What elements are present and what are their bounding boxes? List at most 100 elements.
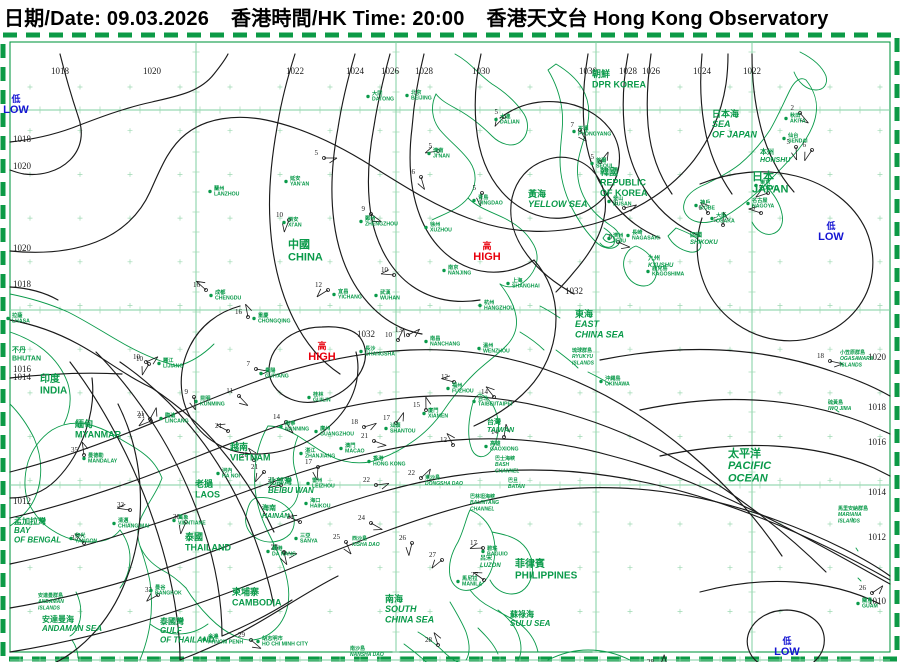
- grid-cross: [527, 434, 533, 440]
- grid-cross: [477, 390, 483, 396]
- grid-cross: [377, 259, 383, 265]
- city-name-en: ZHENGZHOU: [365, 222, 398, 228]
- city-name-cn: 台北: [478, 394, 489, 402]
- wind-barb: [145, 356, 159, 363]
- pressure-centre-symbol-cn[interactable]: 低: [781, 635, 791, 647]
- grid-cross: [827, 346, 833, 352]
- sea-name-cn: 南海: [385, 593, 403, 605]
- city-marker: [710, 216, 714, 221]
- isobar-label: 1014: [868, 487, 887, 497]
- pressure-centre-labels[interactable]: 高HIGH高HIGH低LOW低LOW低LOW低LOW低LOW: [3, 93, 844, 662]
- wind-barb-feather: [372, 220, 382, 223]
- wind-barb: [363, 422, 377, 428]
- grid-cross: [577, 434, 583, 440]
- wind-barb: [469, 547, 484, 549]
- observation-value: 14: [491, 428, 499, 436]
- sea-name-cn: 呂宋: [480, 554, 492, 562]
- grid-cross: [627, 84, 633, 90]
- pressure-centre-symbol-en[interactable]: HIGH: [473, 251, 501, 263]
- wind-barb-feather: [248, 447, 257, 454]
- wind-barb-feather: [799, 119, 809, 124]
- grid-cross: [377, 215, 383, 221]
- sea-name-cn: 蘇祿海: [509, 609, 534, 619]
- pressure-centre-symbol-cn[interactable]: 低: [10, 93, 20, 105]
- pressure-centre-symbol-en[interactable]: LOW: [818, 231, 844, 243]
- pressure-centre-symbol-cn[interactable]: 高: [317, 340, 326, 352]
- grid-cross: [227, 171, 233, 177]
- wind-barb: [425, 150, 439, 154]
- wind-barb: [446, 433, 454, 446]
- observation-value: 30: [173, 513, 181, 521]
- station-circle: [184, 520, 188, 524]
- sea-name-cn: 東海: [575, 308, 593, 320]
- city-marker: [259, 371, 263, 376]
- isobar-label: 1030: [472, 66, 491, 76]
- observation-value: 7: [247, 360, 251, 368]
- pressure-centre-symbol-cn[interactable]: 高: [482, 240, 491, 252]
- pressure-centre-symbol-en[interactable]: LOW: [3, 104, 29, 116]
- city-name-cn: 徐州: [429, 220, 440, 228]
- pressure-centre-symbol-en[interactable]: HIGH: [308, 351, 336, 363]
- city-name-cn: 萬象: [178, 513, 189, 521]
- observation-value: 10: [385, 331, 393, 339]
- grid-cross: [677, 346, 683, 352]
- grid-cross: [527, 84, 533, 90]
- sea-name-cn: 本州: [759, 147, 774, 156]
- observation-value: 21: [287, 513, 295, 521]
- wind-barb-feather: [402, 412, 404, 422]
- weather-chart[interactable]: 1018 1020 1022 1024 1026 1028 1030 1030 1028 1026…: [0, 32, 900, 662]
- grid-cross: [327, 477, 333, 483]
- sea-name-en: CHINA SEA: [385, 615, 434, 625]
- pressure-centre-symbol-cn[interactable]: 低: [825, 220, 835, 232]
- sea-name-en: BALINTANG: [470, 500, 499, 506]
- country-name-cn: 中國: [288, 237, 310, 251]
- station-circle: [481, 546, 485, 550]
- city-name-en: CHENGDU: [215, 296, 241, 302]
- city-name-cn: 高雄: [490, 439, 501, 447]
- isobar-label: 1028: [415, 66, 434, 76]
- grid-cross: [77, 84, 83, 90]
- city-name-en: MANDALAY: [88, 459, 118, 465]
- grid-cross: [77, 259, 83, 265]
- wind-barb-feather: [578, 136, 587, 142]
- city-name-en: KAGOSHIMA: [652, 272, 685, 278]
- grid-cross: [527, 346, 533, 352]
- wind-barb: [141, 363, 150, 376]
- grid-cross: [677, 434, 683, 440]
- wind-barb-feather: [138, 418, 145, 427]
- observation-value: 28: [425, 636, 433, 644]
- wind-barb-feather: [433, 632, 442, 639]
- station-circle: [148, 417, 152, 421]
- wind-barb: [238, 395, 249, 406]
- grid-cross: [677, 128, 683, 134]
- observation-value: 12: [315, 281, 323, 289]
- wind-barb: [408, 542, 413, 556]
- grid-cross: [827, 84, 833, 90]
- sea-name-en: OF THAILAND: [160, 636, 214, 645]
- station-circle: [362, 425, 366, 429]
- grid-cross: [627, 565, 633, 571]
- grid-cross: [477, 259, 483, 265]
- sea-name-cn: 黃海: [527, 188, 546, 200]
- wind-barb-feather: [284, 428, 294, 434]
- grid-cross: [527, 608, 533, 614]
- station-circle: [369, 212, 373, 216]
- grid-cross: [827, 171, 833, 177]
- city-name-en: SENDAI: [788, 139, 808, 145]
- pressure-centre-symbol-en[interactable]: LOW: [774, 646, 800, 658]
- city-name-en: LANZHOU: [214, 192, 240, 198]
- grid-cross: [477, 171, 483, 177]
- grid-cross: [477, 84, 483, 90]
- grid-cross: [827, 434, 833, 440]
- grid-cross: [627, 346, 633, 352]
- wind-barb: [755, 192, 769, 198]
- grid-cross: [577, 521, 583, 527]
- observation-value: 21: [268, 476, 276, 484]
- station-circle: [766, 191, 770, 195]
- city-name-en: GUILIN: [313, 398, 331, 404]
- grid-cross: [727, 521, 733, 527]
- station-circle: [828, 359, 832, 363]
- grid-cross: [377, 565, 383, 571]
- surface-analysis-map[interactable]: 1018 1020 1022 1024 1026 1028 1030 1030 1028 1026…: [0, 32, 900, 662]
- grid-cross: [527, 390, 533, 396]
